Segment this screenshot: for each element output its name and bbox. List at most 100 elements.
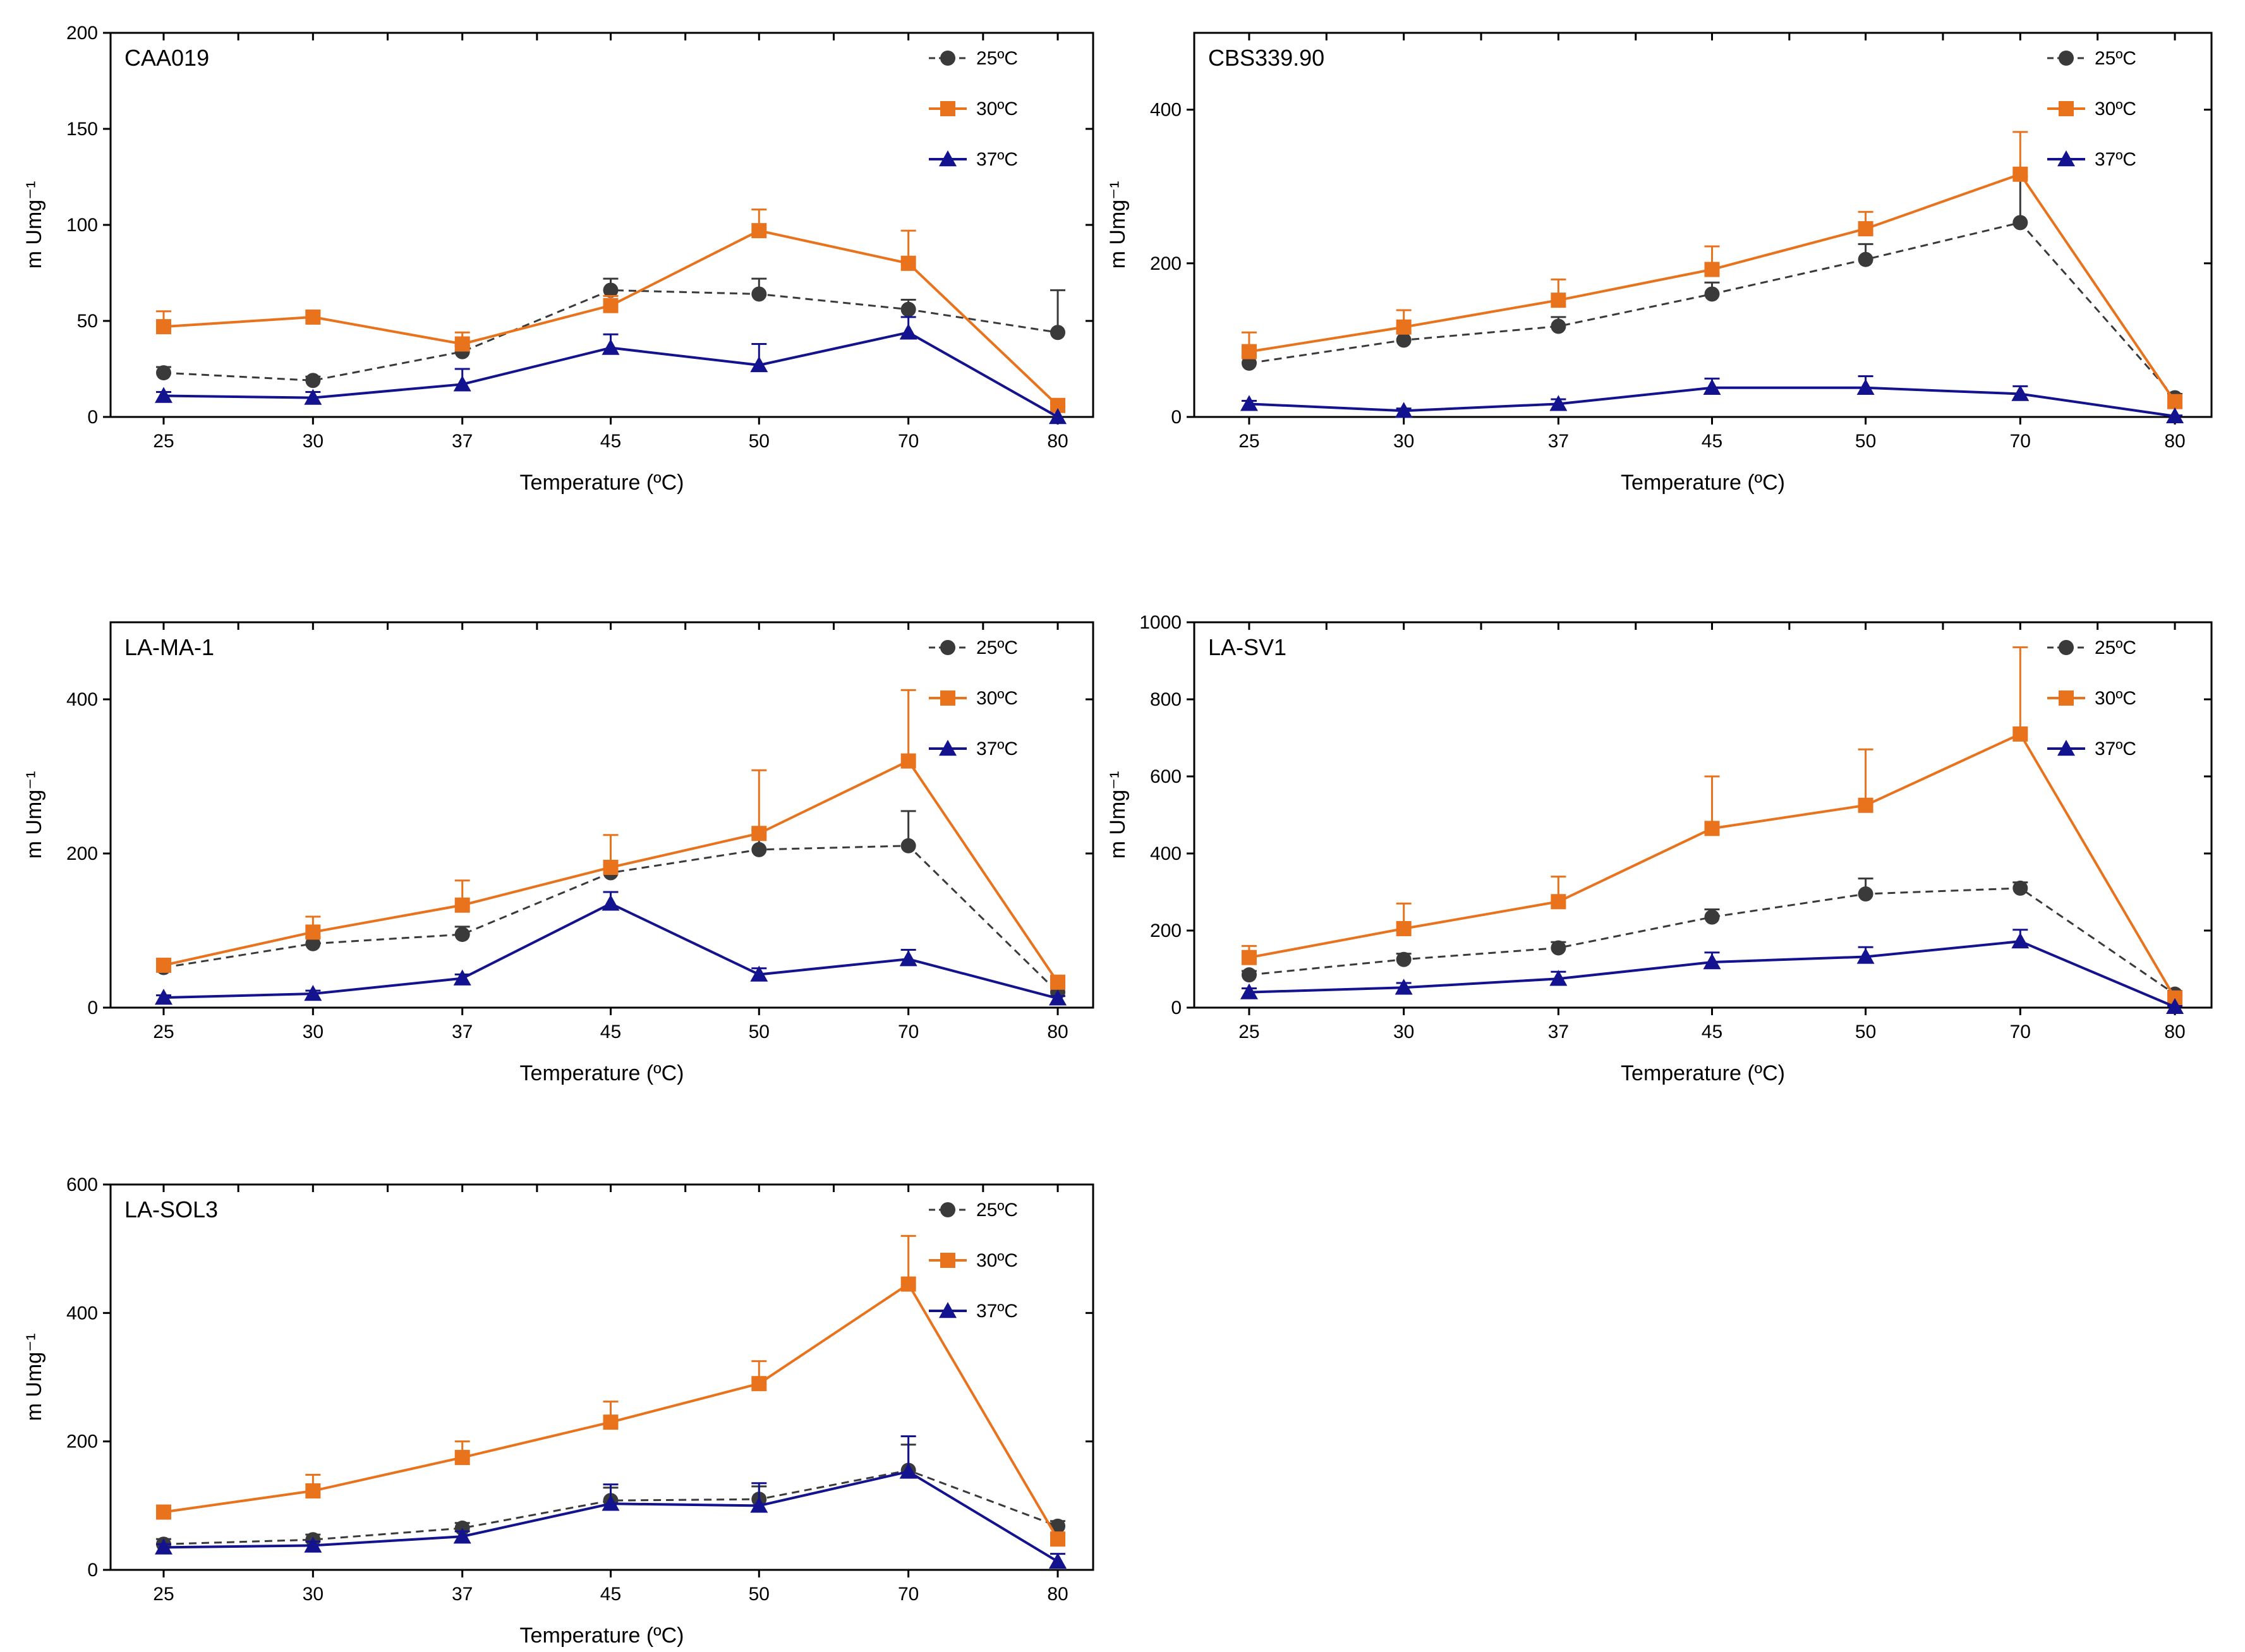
legend-marker: [939, 150, 957, 167]
data-point: [751, 841, 767, 857]
panel-title: CAA019: [124, 45, 209, 71]
x-tick-label: 30: [303, 1584, 324, 1605]
data-point: [1704, 909, 1720, 925]
x-tick-label: 70: [898, 1584, 919, 1605]
series-30ºC: [155, 1234, 1066, 1547]
y-tick-label: 0: [87, 1560, 98, 1581]
x-tick-label: 70: [2010, 1022, 2031, 1042]
legend-marker: [939, 1302, 957, 1318]
x-axis-label: Temperature (ºC): [1621, 1061, 1785, 1085]
data-point: [1395, 402, 1413, 418]
data-point: [603, 859, 619, 875]
data-point: [454, 1450, 470, 1466]
x-tick-label: 45: [1702, 1022, 1722, 1042]
x-tick-label: 50: [1855, 1022, 1876, 1042]
data-point: [751, 1376, 767, 1392]
data-point: [154, 989, 172, 1005]
data-point: [305, 924, 321, 940]
y-tick-label: 400: [66, 1303, 98, 1323]
data-point: [2166, 998, 2184, 1014]
legend-entry-37ºC: 37ºC: [929, 149, 1018, 170]
legend-marker: [940, 101, 955, 116]
y-tick-label: 0: [1171, 998, 1182, 1018]
panel-title: CBS339.90: [1208, 45, 1324, 71]
legend-entry-30ºC: 30ºC: [929, 1250, 1018, 1271]
x-tick-label: 37: [1548, 431, 1569, 452]
data-point: [1551, 318, 1566, 334]
data-point: [305, 1483, 321, 1498]
data-point: [1703, 378, 1721, 395]
data-point: [1858, 251, 1873, 267]
legend-marker: [940, 1253, 955, 1268]
data-point: [1049, 1552, 1067, 1569]
data-point: [751, 223, 767, 239]
data-point: [1241, 967, 1257, 983]
chart-panel-3: 0 200 400 25 30 37 45 50 70 80 Temperature (ºC) m U…: [22, 621, 1094, 1085]
data-point: [750, 356, 768, 373]
legend-marker: [2057, 150, 2075, 167]
legend-entry-30ºC: 30ºC: [2047, 99, 2136, 119]
data-point: [1395, 979, 1413, 995]
data-point: [1858, 886, 1873, 902]
data-point: [602, 1495, 620, 1511]
x-tick-label: 45: [1702, 431, 1722, 452]
series-line: [1249, 887, 2175, 995]
series-line: [163, 902, 1058, 1000]
plot-frame: [109, 621, 1094, 1009]
data-point: [1396, 332, 1412, 348]
legend-label: 37ºC: [976, 149, 1018, 170]
data-point: [305, 936, 321, 951]
data-point: [2167, 394, 2183, 409]
legend-marker: [2059, 51, 2074, 66]
data-point: [751, 286, 767, 302]
x-tick-label: 25: [1238, 1022, 1259, 1042]
series-25ºC: [1241, 175, 2183, 406]
legend-entry-37ºC: 37ºC: [2047, 739, 2136, 759]
panel-title: LA-SV1: [1208, 634, 1286, 660]
x-tick-label: 50: [749, 1584, 770, 1605]
x-axis-label: Temperature (ºC): [1621, 471, 1785, 495]
x-tick-label: 25: [153, 1584, 174, 1605]
y-tick-label: 1000: [1139, 612, 1182, 633]
data-point: [1241, 344, 1257, 359]
y-tick-label: 200: [1150, 920, 1182, 941]
data-point: [1551, 292, 1566, 308]
legend-label: 37ºC: [2095, 149, 2136, 170]
x-tick-label: 50: [1855, 431, 1876, 452]
data-point: [2011, 385, 2030, 401]
data-point: [1704, 262, 1720, 277]
data-point: [1551, 940, 1566, 956]
x-tick-label: 45: [600, 1584, 621, 1605]
legend-entry-25ºC: 25ºC: [929, 637, 1018, 658]
x-tick-label: 37: [452, 1022, 473, 1042]
y-tick-label: 0: [1171, 407, 1182, 428]
x-tick-label: 45: [600, 1022, 621, 1042]
y-tick-label: 400: [66, 689, 98, 710]
data-point: [154, 387, 172, 403]
legend-marker: [940, 640, 955, 655]
data-point: [155, 319, 171, 335]
y-tick-label: 400: [1150, 843, 1182, 864]
data-point: [1049, 408, 1067, 425]
x-tick-label: 37: [452, 1584, 473, 1605]
data-point: [453, 375, 471, 392]
data-point: [1050, 974, 1066, 990]
data-point: [900, 838, 916, 853]
series-line: [1249, 940, 2175, 1008]
series-37ºC: [154, 1435, 1067, 1569]
x-tick-label: 50: [749, 1022, 770, 1042]
legend-marker: [940, 51, 955, 66]
x-tick-label: 70: [2010, 431, 2031, 452]
chart-panel-4: 0 200 400 600 800 1000 25 30 37 45 50 70 80 Temperatu…: [1106, 612, 2213, 1085]
series-30ºC: [155, 208, 1066, 413]
data-point: [603, 282, 619, 298]
data-point: [2012, 215, 2028, 231]
legend-label: 37ºC: [976, 739, 1018, 759]
x-tick-label: 25: [153, 1022, 174, 1042]
series-30ºC: [1241, 131, 2183, 409]
y-tick-label: 400: [1150, 100, 1182, 121]
legend-label: 30ºC: [2095, 688, 2136, 709]
legend-entry-30ºC: 30ºC: [929, 99, 1018, 119]
legend-entry-25ºC: 25ºC: [929, 48, 1018, 69]
data-point: [454, 336, 470, 352]
